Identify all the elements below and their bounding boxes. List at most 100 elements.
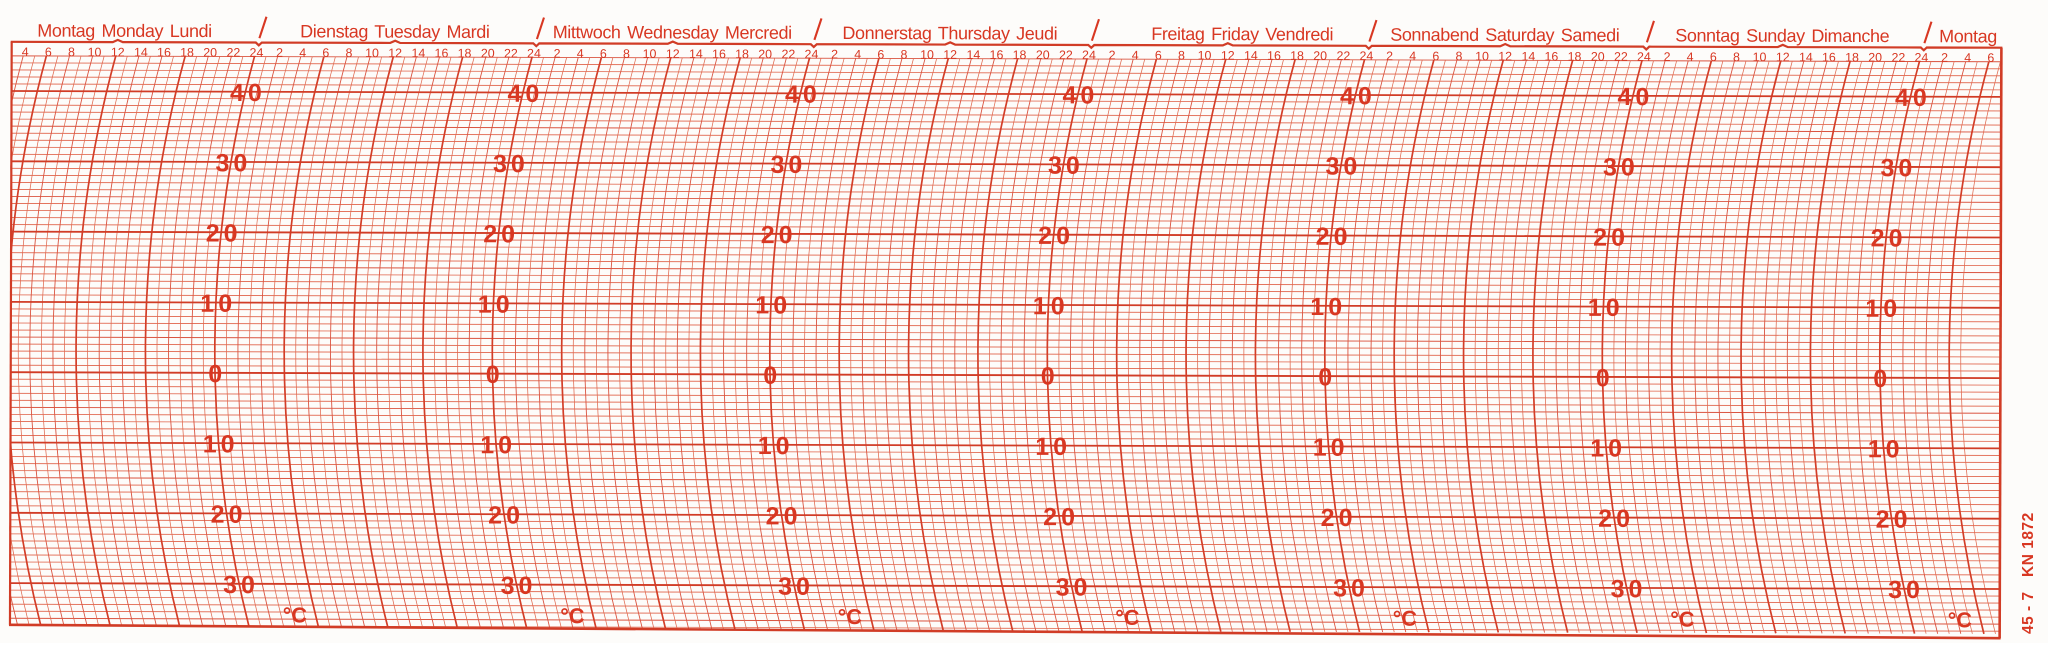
svg-text:3: 3: [1048, 152, 1062, 180]
svg-text:0: 0: [1629, 575, 1643, 603]
svg-text:0: 0: [1334, 223, 1348, 251]
svg-text:6: 6: [322, 46, 329, 60]
svg-text:20: 20: [1036, 48, 1050, 62]
svg-text:0: 0: [1621, 153, 1635, 181]
svg-text:3: 3: [1333, 574, 1347, 602]
svg-text:0: 0: [486, 361, 500, 389]
svg-text:16: 16: [1822, 50, 1836, 64]
svg-text:3: 3: [1880, 154, 1894, 182]
svg-text:8: 8: [1455, 49, 1462, 63]
svg-text:12: 12: [666, 47, 680, 61]
svg-text:4: 4: [1340, 82, 1354, 110]
svg-text:3: 3: [770, 151, 784, 179]
svg-text:Montag Monday Lundi: Montag Monday Lundi: [37, 21, 212, 42]
svg-text:0: 0: [1080, 81, 1094, 109]
svg-text:8: 8: [623, 47, 630, 61]
svg-text:10: 10: [1753, 50, 1767, 64]
svg-text:8: 8: [345, 46, 352, 60]
svg-text:14: 14: [1799, 50, 1813, 64]
svg-text:0: 0: [1041, 363, 1055, 391]
svg-text:4: 4: [1062, 81, 1076, 109]
svg-text:0: 0: [803, 81, 817, 109]
svg-text:22: 22: [781, 47, 795, 61]
svg-text:3: 3: [1603, 153, 1617, 181]
svg-text:2: 2: [1316, 223, 1330, 251]
svg-text:16: 16: [990, 48, 1004, 62]
svg-text:45 - 7 KN 1872: 45 - 7 KN 1872: [2020, 512, 2037, 634]
svg-text:°C: °C: [560, 604, 584, 628]
svg-text:2: 2: [554, 47, 561, 61]
svg-text:0: 0: [1343, 153, 1357, 181]
svg-text:2: 2: [1598, 505, 1612, 533]
svg-text:24: 24: [1915, 51, 1929, 65]
svg-text:°C: °C: [1393, 607, 1417, 631]
svg-text:0: 0: [218, 290, 232, 318]
svg-text:0: 0: [1331, 434, 1345, 462]
svg-text:18: 18: [1290, 49, 1304, 63]
svg-text:2: 2: [1941, 51, 1948, 65]
svg-text:16: 16: [1545, 50, 1559, 64]
svg-text:0: 0: [763, 362, 777, 390]
svg-text:3: 3: [223, 571, 237, 599]
svg-text:10: 10: [920, 48, 934, 62]
svg-text:0: 0: [1358, 82, 1372, 110]
svg-text:0: 0: [788, 151, 802, 179]
svg-text:1: 1: [480, 431, 494, 459]
svg-text:2: 2: [1043, 503, 1057, 531]
svg-text:18: 18: [180, 45, 194, 59]
svg-text:10: 10: [643, 47, 657, 61]
svg-text:2: 2: [1386, 49, 1393, 63]
svg-text:2: 2: [1109, 48, 1116, 62]
svg-text:3: 3: [1056, 573, 1070, 601]
svg-text:22: 22: [1614, 50, 1628, 64]
svg-text:18: 18: [1013, 48, 1027, 62]
svg-text:12: 12: [111, 45, 125, 59]
svg-text:14: 14: [689, 47, 703, 61]
svg-text:0: 0: [1616, 505, 1630, 533]
svg-text:0: 0: [525, 80, 539, 108]
svg-text:2: 2: [761, 221, 775, 249]
svg-text:12: 12: [1776, 50, 1790, 64]
svg-text:2: 2: [1876, 506, 1890, 534]
svg-text:1: 1: [478, 291, 492, 319]
svg-text:0: 0: [229, 501, 243, 529]
svg-text:0: 0: [248, 79, 262, 107]
svg-text:6: 6: [1710, 50, 1717, 64]
svg-text:24: 24: [527, 47, 541, 61]
svg-text:1: 1: [203, 430, 217, 458]
svg-text:14: 14: [1521, 49, 1535, 63]
svg-text:8: 8: [1733, 50, 1740, 64]
svg-text:0: 0: [233, 149, 247, 177]
svg-text:3: 3: [1611, 575, 1625, 603]
svg-text:°C: °C: [1670, 607, 1694, 631]
svg-text:0: 0: [773, 291, 787, 319]
svg-text:22: 22: [1336, 49, 1350, 63]
svg-text:10: 10: [365, 46, 379, 60]
svg-text:2: 2: [766, 502, 780, 530]
svg-text:4: 4: [785, 81, 799, 109]
svg-text:0: 0: [221, 430, 235, 458]
svg-text:Montag: Montag: [1939, 26, 1997, 46]
svg-text:3: 3: [215, 149, 229, 177]
svg-text:6: 6: [1155, 48, 1162, 62]
svg-text:4: 4: [1687, 50, 1694, 64]
svg-text:2: 2: [276, 46, 283, 60]
svg-text:4: 4: [230, 79, 244, 107]
svg-text:0: 0: [1898, 154, 1912, 182]
svg-text:6: 6: [877, 48, 884, 62]
svg-text:0: 0: [1056, 222, 1070, 250]
svg-text:6: 6: [1987, 51, 1994, 65]
svg-text:2: 2: [1593, 224, 1607, 252]
svg-text:20: 20: [203, 46, 217, 60]
svg-text:3: 3: [493, 150, 507, 178]
svg-text:14: 14: [411, 46, 425, 60]
svg-text:24: 24: [805, 47, 819, 61]
svg-text:18: 18: [735, 47, 749, 61]
svg-text:20: 20: [1868, 51, 1882, 65]
svg-text:24: 24: [1360, 49, 1374, 63]
svg-text:Sonnabend Saturday Samedi: Sonnabend Saturday Samedi: [1390, 25, 1619, 46]
svg-text:0: 0: [208, 360, 222, 388]
svg-text:20: 20: [1591, 50, 1605, 64]
svg-text:Freitag Friday Vendredi: Freitag Friday Vendredi: [1151, 24, 1333, 45]
svg-text:4: 4: [854, 47, 861, 61]
